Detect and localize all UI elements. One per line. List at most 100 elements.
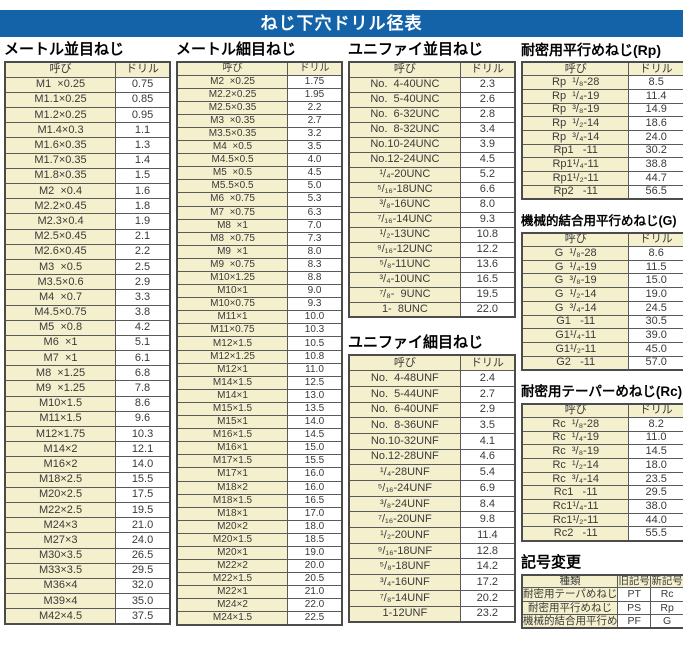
- table-row: M14×1.5 12.5: [176, 375, 343, 390]
- value-cell: 7.0: [287, 218, 343, 233]
- table-row: No. 8-36UNF 3.5: [348, 417, 516, 434]
- thread-name-cell: M10×1: [176, 284, 289, 299]
- table-row: M11×1 10.0: [176, 310, 343, 325]
- metric-coarse-table: 呼び ドリル M1 ×0.25 0.75 M1.1×0.25 0.85 M1.2×0.2…: [4, 61, 171, 625]
- value-cell: 8.8: [287, 270, 343, 286]
- thread-name-cell: No.10-32UNF: [348, 432, 461, 450]
- table-row: No.12-24UNC 4.5: [348, 151, 516, 168]
- thread-name-cell: 機械的結合用平行めねじ: [521, 614, 619, 629]
- table-row: Rp1¹/₂-11 44.7: [521, 171, 683, 186]
- table-row: M8 ×0.75 7.3: [176, 231, 343, 246]
- table-row: M18×1 17.0: [176, 506, 343, 521]
- table-row: 機械的結合用平行めねじPFG: [521, 614, 683, 629]
- table-row: M9 ×1.25 7.8: [4, 380, 171, 397]
- thread-name-cell: M22×1: [176, 585, 289, 600]
- table-row: ¹/₄-20UNC 5.2: [348, 166, 516, 183]
- value-cell: 9.0: [287, 284, 343, 299]
- table-row: M20×1.5 18.5: [176, 532, 343, 547]
- thread-name-cell: G1 -11: [521, 314, 630, 330]
- value-cell: 12.2: [459, 241, 516, 258]
- thread-name-cell: G1¹/₄-11: [521, 328, 630, 343]
- thread-name-cell: ⁷/₁₆-20UNF: [348, 511, 461, 529]
- table-row: M14×1 13.0: [176, 388, 343, 403]
- value-cell: 5.4: [459, 464, 516, 481]
- thread-name-cell: ⁷/₁₆-14UNC: [348, 211, 461, 228]
- thread-name-cell: M11×1: [176, 310, 289, 325]
- value-cell: 8.2: [628, 416, 683, 432]
- table-row: M24×3 21.0: [4, 517, 171, 534]
- table-row: M22×2.5 19.5: [4, 501, 171, 519]
- table-row: M2.2×0.45 1.8: [4, 198, 171, 215]
- thread-name-cell: ¹/₂-20UNF: [348, 527, 461, 544]
- table-row: 耐密用テーパめねじ PT Rc: [521, 587, 683, 602]
- column-pipe-threads: 耐密用平行めねじ(Rp) 呼び ドリル Rp ¹/₈-28 8.5 Rp ¹/₄-1…: [521, 40, 683, 629]
- value-cell: 1.5: [115, 167, 171, 185]
- value-cell: 24.0: [628, 129, 683, 145]
- thread-name-cell: 1- 8UNC: [348, 301, 461, 318]
- table-row: M6 ×0.75 5.3: [176, 192, 343, 207]
- table-row: No. 6-32UNC 2.8: [348, 106, 516, 123]
- value-cell: 11.0: [628, 430, 683, 446]
- section-title-metric-fine: メートル細目ねじ: [176, 41, 297, 58]
- section-title-unified-fine: ユニファイ細目ねじ: [348, 334, 484, 351]
- table-row: No. 5-44UNF 2.7: [348, 385, 516, 403]
- table-row: ⁷/₈-14UNF 20.2: [348, 589, 516, 607]
- table-row: ⁵/₈-18UNF 14.2: [348, 558, 516, 576]
- thread-name-cell: M20×2.5: [4, 486, 117, 503]
- kind-column-header: 種類: [521, 574, 619, 589]
- table-row: M3.5×0.35 3.2: [176, 126, 343, 142]
- value-cell: 12.5: [287, 375, 343, 390]
- thread-name-cell: M2.3×0.4: [4, 213, 117, 230]
- value-cell: 3.5: [287, 140, 343, 155]
- table-row: M1.4×0.3 1.1: [4, 122, 171, 139]
- table-row: ⁵/₁₆-24UNF 6.9: [348, 480, 516, 497]
- table-row: G ³/₈-19 15.0: [521, 273, 683, 289]
- value-cell: 29.5: [115, 562, 171, 579]
- value-cell: 8.3: [287, 257, 343, 273]
- value-cell: 1.4: [115, 152, 171, 169]
- table-row: ¹/₄-28UNF 5.4: [348, 464, 516, 481]
- thread-name-cell: M20×2: [176, 519, 289, 534]
- value-cell: 17.5: [115, 486, 171, 503]
- table-row: G ¹/₄-19 11.5: [521, 259, 683, 275]
- value-cell: PF: [617, 614, 652, 629]
- value-cell: G: [650, 614, 683, 629]
- value-cell: 44.0: [628, 512, 683, 528]
- value-cell: 9.8: [459, 511, 516, 529]
- thread-name-cell: Rp ¹/₂-14: [521, 116, 630, 131]
- value-cell: 8.4: [459, 495, 516, 513]
- table-row: ⁵/₈-11UNC 13.6: [348, 256, 516, 273]
- value-cell: 4.2: [115, 319, 171, 336]
- thread-name-cell: M11×1.5: [4, 410, 117, 428]
- header-row: 呼び ドリル: [521, 61, 683, 77]
- name-column-header: 呼び: [521, 232, 630, 248]
- value-cell: 20.0: [287, 559, 343, 574]
- value-cell: 2.4: [459, 370, 516, 387]
- thread-name-cell: M18×1.5: [176, 493, 289, 508]
- thread-name-cell: M4.5×0.75: [4, 304, 117, 321]
- table-row: M5 ×0.5 4.5: [176, 166, 343, 181]
- value-cell: 19.5: [115, 501, 171, 519]
- value-cell: 2.2: [287, 100, 343, 115]
- table-row: Rp ¹/₄-19 11.4: [521, 88, 683, 104]
- section-title-metric-coarse: メートル並目ねじ: [4, 41, 125, 58]
- table-row: M1.1×0.25 0.85: [4, 91, 171, 109]
- table-row: No. 4-40UNC 2.3: [348, 76, 516, 93]
- value-cell: 29.5: [628, 485, 683, 501]
- thread-name-cell: No.12-28UNF: [348, 448, 461, 466]
- drill-column-header: ドリル: [115, 61, 171, 78]
- table-row: M27×3 24.0: [4, 532, 171, 549]
- table-row: M4.5×0.5 4.0: [176, 153, 343, 168]
- value-cell: 16.0: [287, 480, 343, 495]
- value-cell: 11.4: [628, 88, 683, 104]
- table-row: M20×2 18.0: [176, 519, 343, 534]
- thread-name-cell: M16×1.5: [176, 428, 289, 443]
- value-cell: Rp: [650, 600, 683, 616]
- thread-name-cell: No. 5-44UNF: [348, 385, 461, 403]
- value-cell: 9.3: [459, 211, 516, 228]
- value-cell: 5.0: [287, 179, 343, 194]
- table-row: No. 4-48UNF 2.4: [348, 370, 516, 387]
- value-cell: 20.2: [459, 589, 516, 607]
- value-cell: 14.5: [628, 444, 683, 459]
- thread-name-cell: No. 4-48UNF: [348, 370, 461, 387]
